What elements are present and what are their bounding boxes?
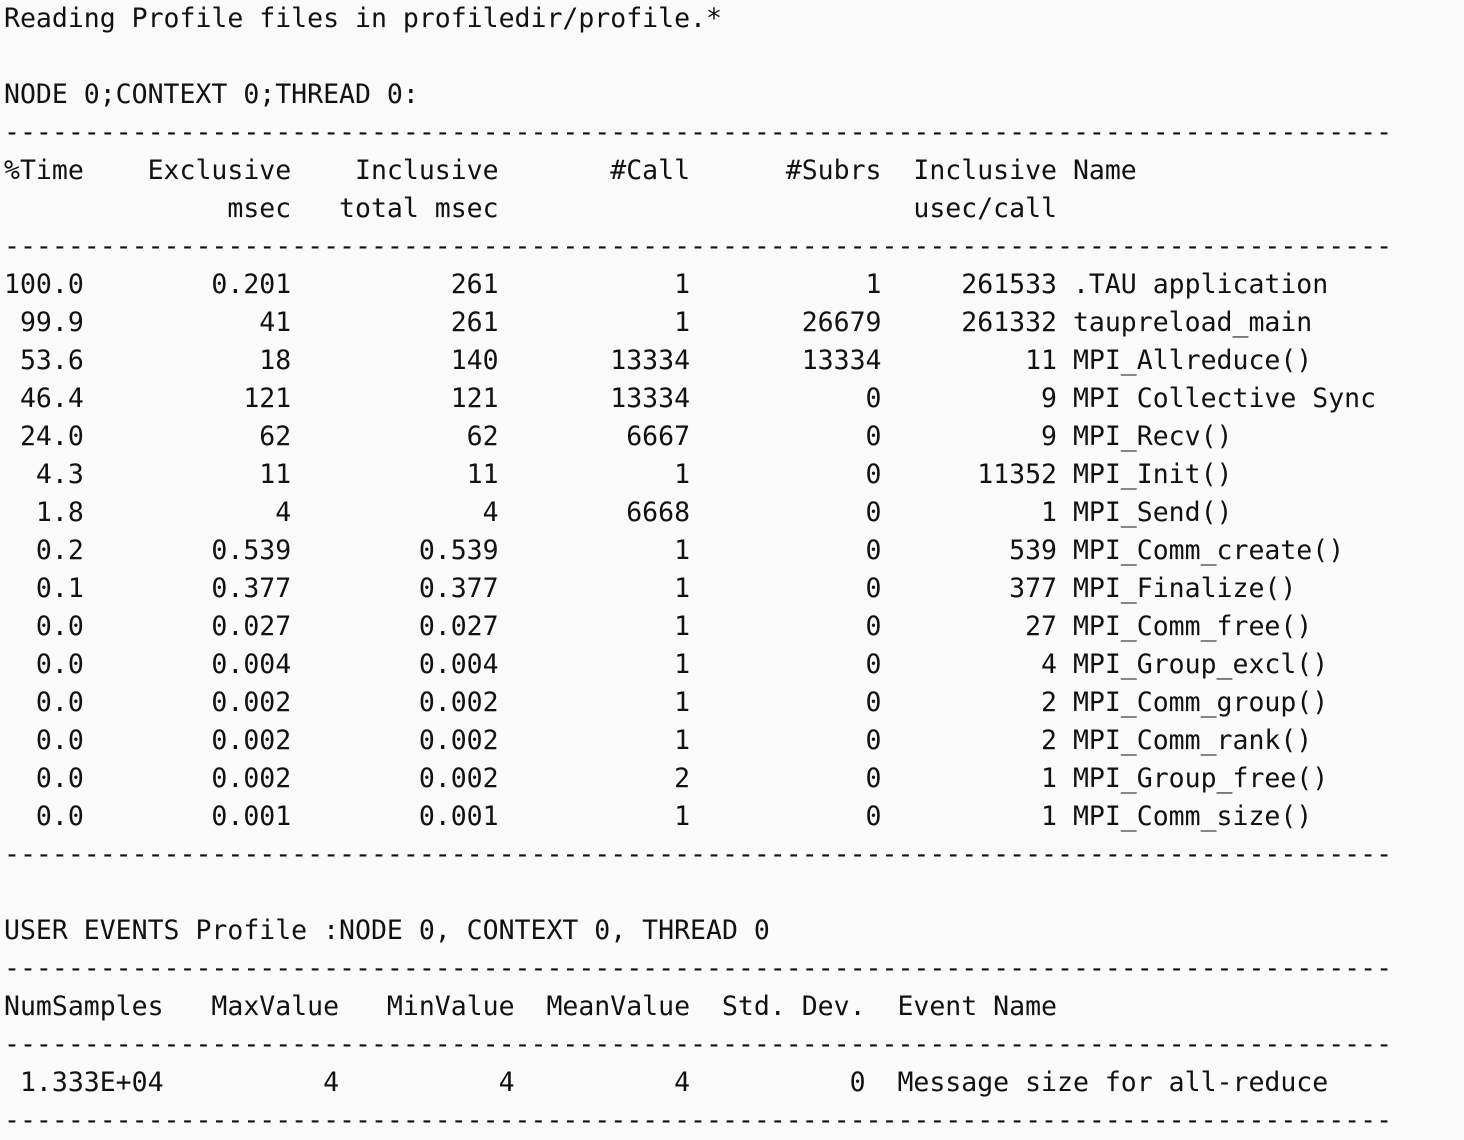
profile-row: 0.0 0.002 0.002 2 0 1 MPI_Group_free() [4,763,1329,794]
profile-row: 24.0 62 62 6667 0 9 MPI_Recv() [4,421,1233,452]
profile-row: 100.0 0.201 261 1 1 261533 .TAU applicat… [4,269,1329,300]
separator-line: ----------------------------------------… [4,839,1393,870]
profile-row: 0.0 0.002 0.002 1 0 2 MPI_Comm_rank() [4,725,1313,756]
user-events-title-line: USER EVENTS Profile :NODE 0, CONTEXT 0, … [4,915,770,946]
profile-row: 0.0 0.027 0.027 1 0 27 MPI_Comm_free() [4,611,1313,642]
profile-row: 1.8 4 4 6668 0 1 MPI_Send() [4,497,1233,528]
profile-row: 0.0 0.001 0.001 1 0 1 MPI_Comm_size() [4,801,1313,832]
blank-line [4,874,1392,912]
profile-row: 46.4 121 121 13334 0 9 MPI Collective Sy… [4,383,1377,414]
terminal-output: Reading Profile files in profiledir/prof… [4,0,1392,1140]
separator-line: ----------------------------------------… [4,117,1393,148]
column-header-line-2: msec total msec usec/call [4,193,1073,224]
profile-row: 0.1 0.377 0.377 1 0 377 MPI_Finalize() [4,573,1297,604]
blank-line [4,38,1392,76]
user-events-row: 1.333E+04 4 4 4 0 Message size for all-r… [4,1067,1329,1098]
profile-row: 99.9 41 261 1 26679 261332 taupreload_ma… [4,307,1313,338]
user-events-header-line: NumSamples MaxValue MinValue MeanValue S… [4,991,1057,1022]
separator-line: ----------------------------------------… [4,953,1393,984]
separator-line: ----------------------------------------… [4,1029,1393,1060]
separator-line: ----------------------------------------… [4,231,1393,262]
profile-row: 0.0 0.002 0.002 1 0 2 MPI_Comm_group() [4,687,1329,718]
profile-row: 4.3 11 11 1 0 11352 MPI_Init() [4,459,1233,490]
separator-line: ----------------------------------------… [4,1105,1393,1136]
profile-row: 0.2 0.539 0.539 1 0 539 MPI_Comm_create(… [4,535,1345,566]
profile-row: 53.6 18 140 13334 13334 11 MPI_Allreduce… [4,345,1313,376]
column-header-line-1: %Time Exclusive Inclusive #Call #Subrs I… [4,155,1137,186]
profile-row: 0.0 0.004 0.004 1 0 4 MPI_Group_excl() [4,649,1329,680]
header-reading-line: Reading Profile files in profiledir/prof… [4,3,722,34]
node-context-thread-line: NODE 0;CONTEXT 0;THREAD 0: [4,79,419,110]
